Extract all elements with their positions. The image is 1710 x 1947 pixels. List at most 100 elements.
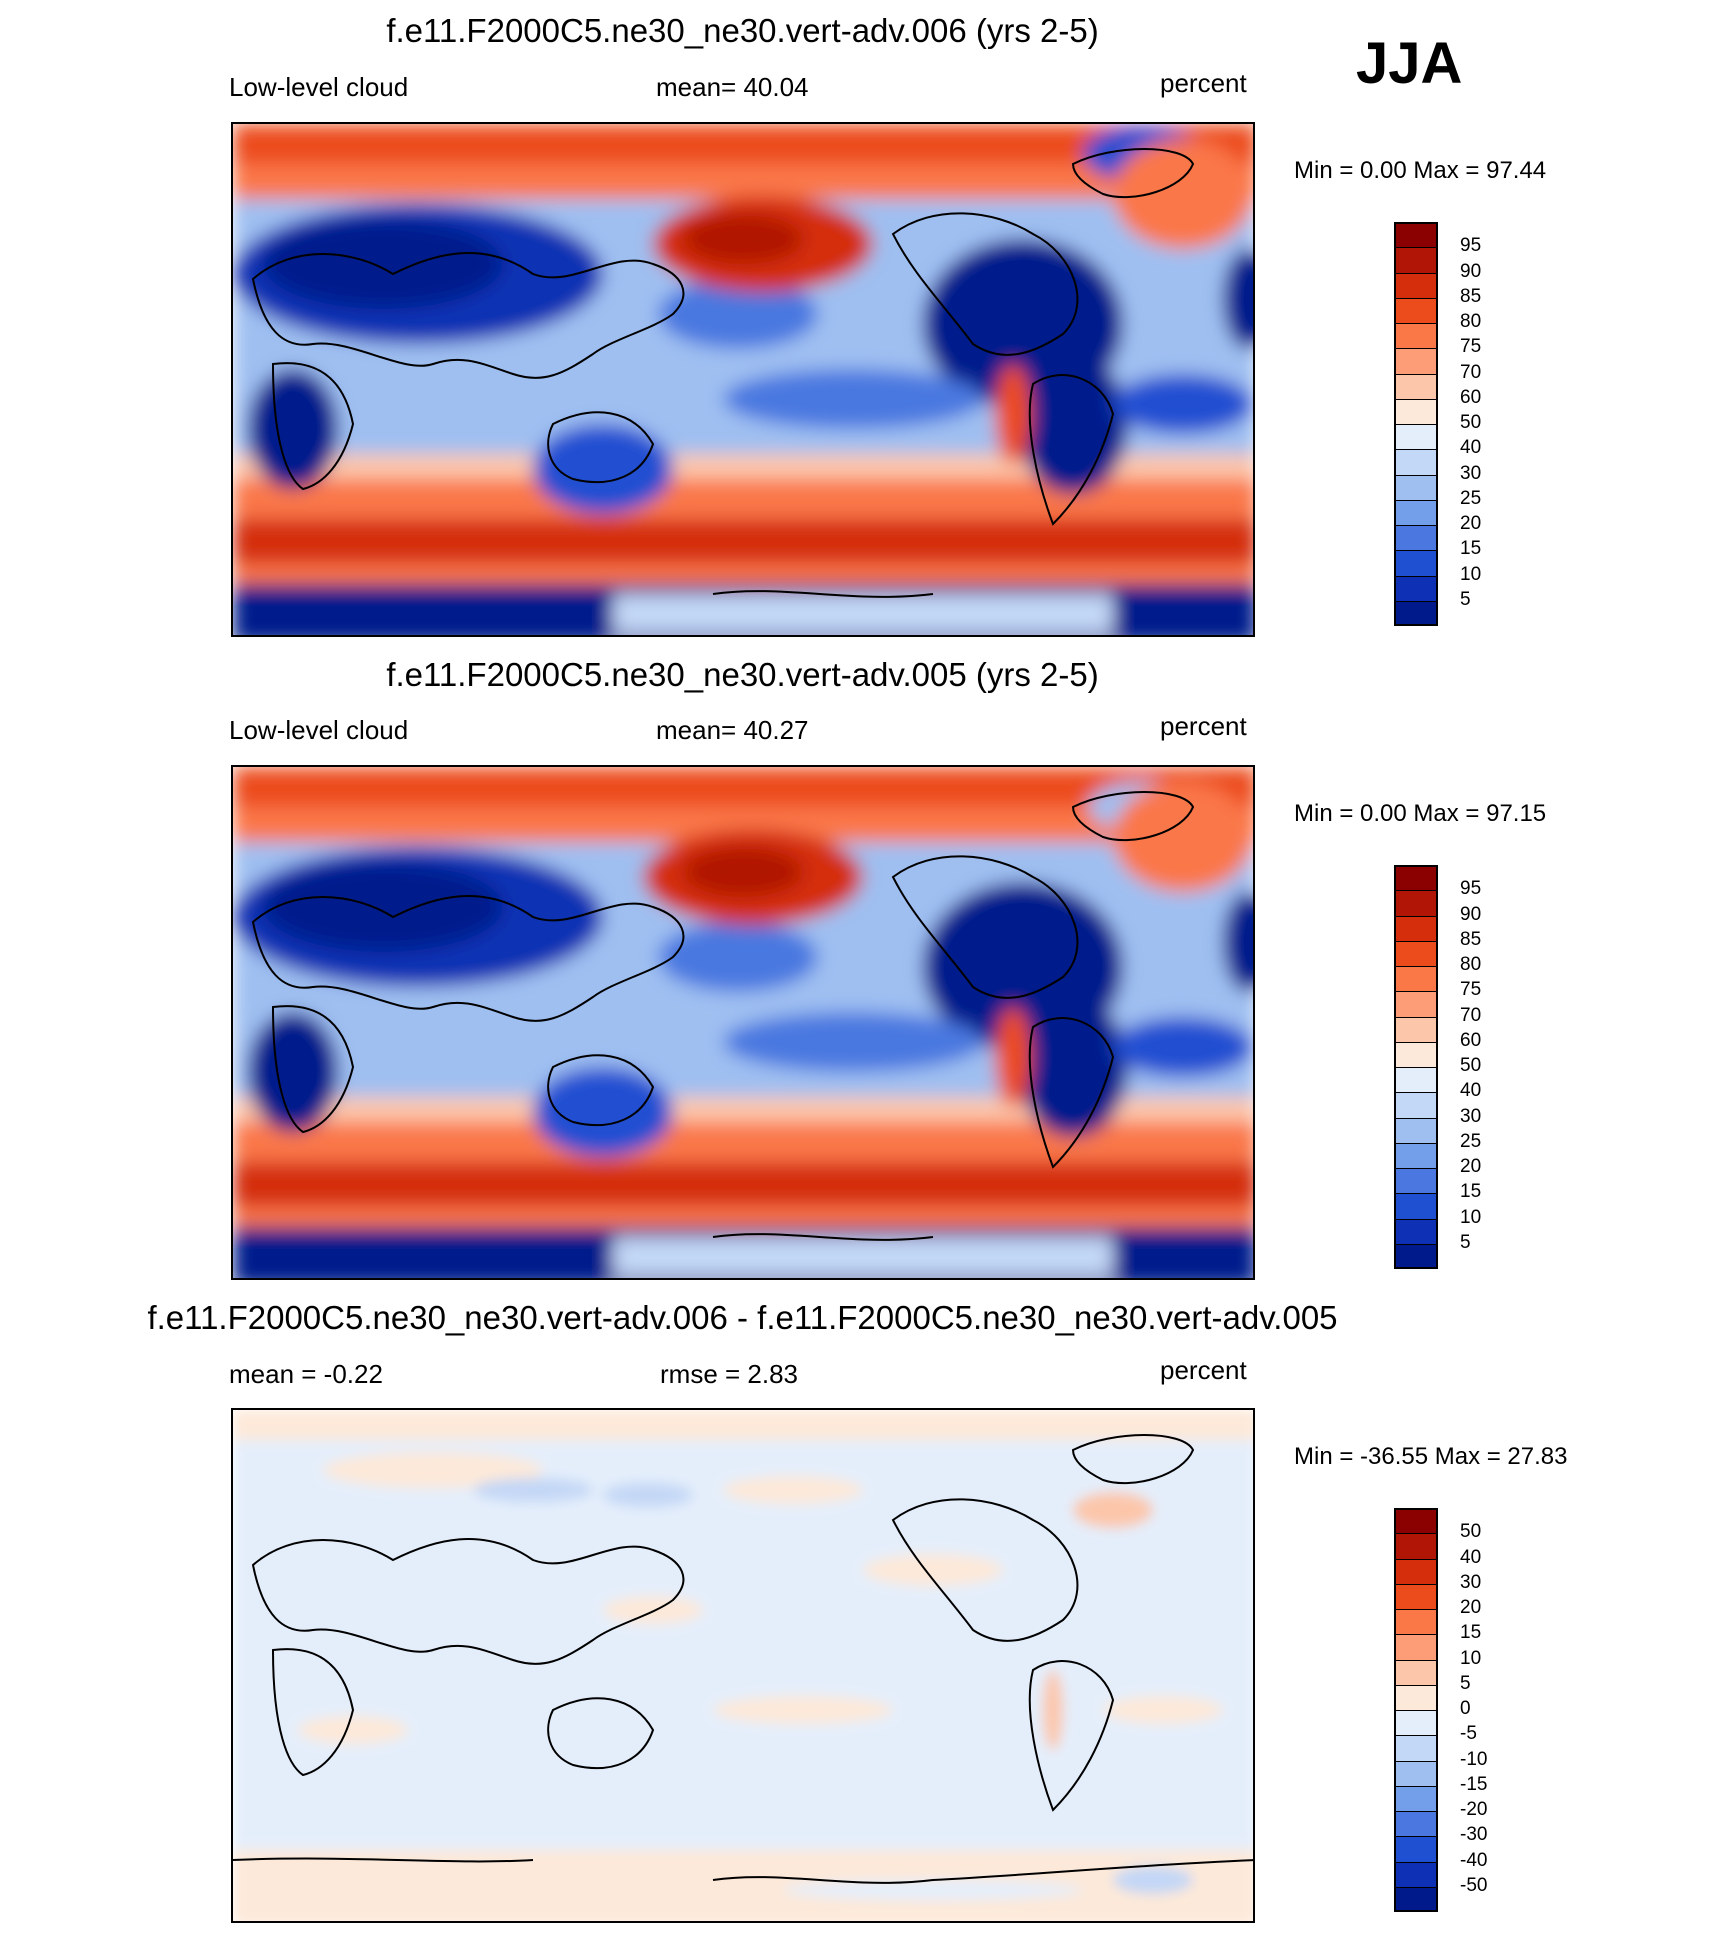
colorbar-tick-label: -15 (1460, 1773, 1488, 1795)
colorbar-tick-label: 40 (1460, 1546, 1482, 1568)
colorbar-tick-label: 80 (1460, 311, 1482, 332)
colorbar-swatch (1394, 449, 1438, 475)
colorbar-tick-label: -40 (1460, 1849, 1488, 1871)
colorbar-tick-label: 50 (1460, 1055, 1482, 1076)
colorbar-swatch (1394, 1142, 1438, 1168)
colorbar-tick-label: 70 (1460, 361, 1482, 383)
cloud-field (233, 124, 1253, 635)
colorbar-tick-label: 40 (1460, 437, 1482, 459)
panel-2-mean-label: mean= 40.27 (656, 715, 809, 745)
colorbar-tick-label: 50 (1460, 412, 1482, 433)
panel-1-colorbar (1394, 222, 1438, 626)
colorbar-tick-label: 90 (1460, 260, 1482, 282)
colorbar-tick-label: 25 (1460, 1130, 1482, 1152)
colorbar-swatch (1394, 272, 1438, 298)
panel-1-map-svg (233, 124, 1253, 635)
colorbar-swatch (1394, 600, 1438, 626)
colorbar-swatch (1394, 1092, 1438, 1118)
colorbar-swatch (1394, 424, 1438, 450)
colorbar-tick-label: 10 (1460, 1647, 1482, 1669)
colorbar-swatch (1394, 1558, 1438, 1584)
colorbar-swatch (1394, 1735, 1438, 1761)
colorbar-swatch (1394, 940, 1438, 966)
colorbar-swatch (1394, 966, 1438, 992)
colorbar-swatch (1394, 323, 1438, 349)
colorbar-tick-label: 5 (1460, 1672, 1471, 1694)
coastlines (251, 791, 1195, 1241)
cloud-field (233, 767, 1253, 1278)
colorbar-tick-label: 90 (1460, 903, 1482, 925)
panel-1-mean-label: mean= 40.04 (656, 72, 809, 102)
colorbar-swatch (1394, 1508, 1438, 1534)
colorbar-swatch (1394, 1659, 1438, 1685)
colorbar-swatch (1394, 915, 1438, 941)
colorbar-swatch (1394, 1760, 1438, 1786)
colorbar-tick-label: 85 (1460, 285, 1482, 307)
colorbar-swatch (1394, 297, 1438, 323)
colorbar-tick-label: 30 (1460, 1105, 1482, 1127)
colorbar-swatch (1394, 1634, 1438, 1660)
colorbar-swatch (1394, 499, 1438, 525)
colorbar-swatch (1394, 865, 1438, 891)
colorbar-tick-label: 10 (1460, 1206, 1482, 1228)
panel-1-title: f.e11.F2000C5.ne30_ne30.vert-adv.006 (yr… (386, 12, 1099, 49)
panel-2-map (231, 765, 1255, 1280)
panel-2-map-svg (233, 767, 1253, 1278)
colorbar-swatch (1394, 1067, 1438, 1093)
colorbar-tick-label: 5 (1460, 1231, 1471, 1253)
colorbar-swatch (1394, 1583, 1438, 1609)
colorbar-tick-label: 15 (1460, 1181, 1482, 1203)
panel-3-rmse-label: rmse = 2.83 (660, 1359, 799, 1389)
panel-2-colorbar (1394, 865, 1438, 1269)
colorbar-tick-label: 50 (1460, 1521, 1482, 1543)
coastlines (233, 1434, 1253, 1884)
colorbar-tick-label: 0 (1460, 1698, 1471, 1719)
colorbar-swatch (1394, 1168, 1438, 1194)
colorbar-swatch (1394, 1609, 1438, 1635)
colorbar-swatch (1394, 373, 1438, 399)
colorbar-swatch (1394, 1886, 1438, 1912)
colorbar-swatch (1394, 890, 1438, 916)
colorbar-swatch (1394, 222, 1438, 248)
colorbar-tick-label: 15 (1460, 538, 1482, 560)
colorbar-tick-label: -20 (1460, 1799, 1488, 1820)
panel-3-title: f.e11.F2000C5.ne30_ne30.vert-adv.006 - f… (147, 1299, 1338, 1336)
colorbar-tick-label: 30 (1460, 1571, 1482, 1593)
colorbar-tick-label: 20 (1460, 1156, 1482, 1177)
colorbar-tick-label: -30 (1460, 1824, 1488, 1846)
colorbar-swatch (1394, 1533, 1438, 1559)
panel-1-minmax: Min = 0.00 Max = 97.44 (1294, 157, 1547, 184)
panel-2-title: f.e11.F2000C5.ne30_ne30.vert-adv.005 (yr… (386, 656, 1099, 693)
colorbar-swatch (1394, 247, 1438, 273)
colorbar-swatch (1394, 991, 1438, 1017)
colorbar-tick-label: 5 (1460, 588, 1471, 610)
colorbar-tick-label: 40 (1460, 1080, 1482, 1102)
panel-3-units-label: percent (1160, 1355, 1247, 1385)
coastlines (251, 148, 1195, 598)
colorbar-tick-label: 95 (1460, 235, 1482, 257)
colorbar-tick-label: -50 (1460, 1874, 1488, 1896)
difference-field (233, 1410, 1253, 1921)
colorbar-swatch (1394, 474, 1438, 500)
colorbar-swatch (1394, 1218, 1438, 1244)
colorbar-swatch (1394, 1243, 1438, 1269)
colorbar-swatch (1394, 1041, 1438, 1067)
colorbar-tick-label: 20 (1460, 1597, 1482, 1618)
colorbar-tick-label: 60 (1460, 386, 1482, 408)
colorbar-swatch (1394, 1016, 1438, 1042)
colorbar-tick-label: 75 (1460, 336, 1482, 358)
panel-2-variable-label: Low-level cloud (229, 715, 409, 745)
colorbar-swatch (1394, 1811, 1438, 1837)
panel-1-map (231, 122, 1255, 637)
colorbar-swatch (1394, 348, 1438, 374)
colorbar-swatch (1394, 575, 1438, 601)
panel-3-colorbar (1394, 1508, 1438, 1912)
colorbar-tick-label: 20 (1460, 513, 1482, 534)
season-label: JJA (1356, 31, 1463, 96)
panel-1-variable-label: Low-level cloud (229, 72, 409, 102)
panel-2-minmax: Min = 0.00 Max = 97.15 (1294, 800, 1547, 827)
colorbar-swatch (1394, 525, 1438, 551)
colorbar-swatch (1394, 1710, 1438, 1736)
colorbar-tick-label: 25 (1460, 487, 1482, 509)
colorbar-tick-label: -5 (1460, 1723, 1477, 1745)
